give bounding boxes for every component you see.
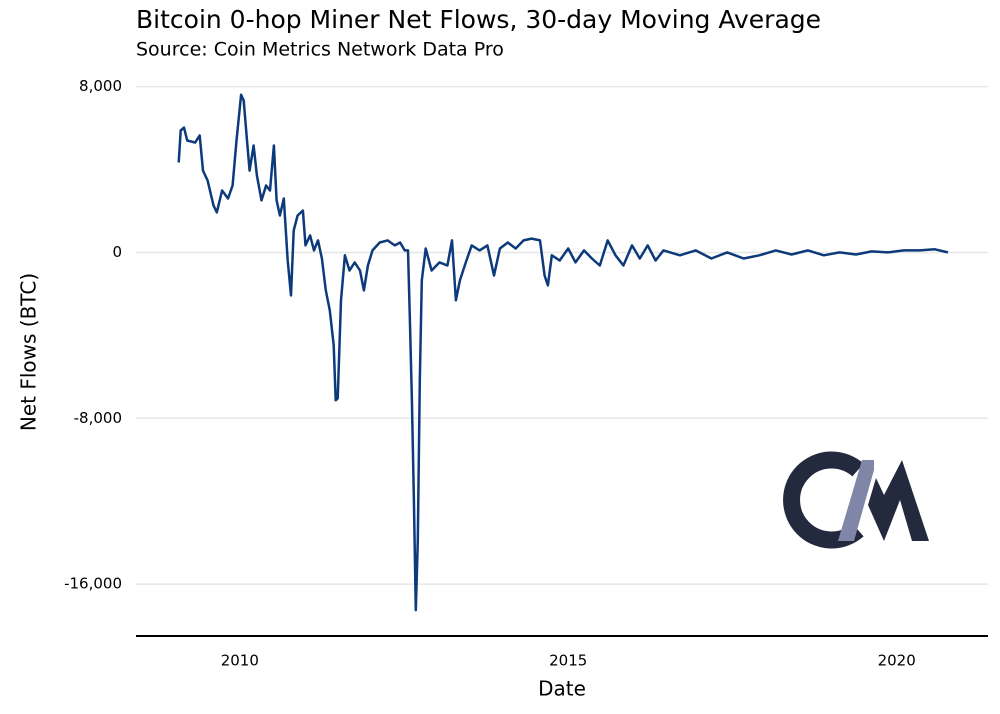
x-tick-label: 2015 — [549, 652, 587, 670]
y-tick-label: 0 — [112, 243, 122, 261]
y-axis-label: Net Flows (BTC) — [17, 273, 41, 431]
chart-title: Bitcoin 0-hop Miner Net Flows, 30-day Mo… — [136, 5, 821, 34]
y-tick-label: -8,000 — [74, 409, 122, 427]
x-axis-label: Date — [538, 677, 586, 701]
x-tick-label: 2020 — [878, 652, 916, 670]
chart-subtitle: Source: Coin Metrics Network Data Pro — [136, 39, 504, 61]
y-tick-label: 8,000 — [79, 77, 122, 95]
y-tick-label: -16,000 — [64, 575, 122, 593]
logo — [783, 451, 929, 549]
data-line — [177, 93, 949, 612]
x-tick-label: 2010 — [221, 652, 259, 670]
